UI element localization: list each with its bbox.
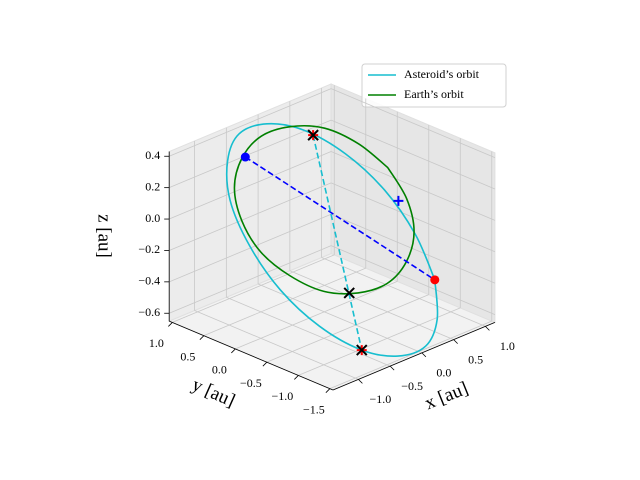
y-tick-label: −0.5 bbox=[240, 376, 262, 390]
z-tick-label: −0.6 bbox=[138, 305, 160, 319]
grid-line bbox=[169, 245, 332, 314]
z-tick-label: −0.2 bbox=[138, 242, 160, 256]
x-tick-label: 0.0 bbox=[436, 366, 451, 380]
y-tick bbox=[325, 388, 331, 393]
marker-cross bbox=[343, 287, 355, 299]
legend-box bbox=[361, 63, 507, 108]
marker-dot bbox=[430, 275, 440, 285]
x-tick-label: −0.5 bbox=[401, 379, 423, 393]
grid-line bbox=[330, 245, 496, 315]
grid-line bbox=[203, 267, 366, 337]
legend-label: Earth’s orbit bbox=[404, 87, 464, 101]
z-tick-label: 0.2 bbox=[145, 179, 160, 193]
grid-line bbox=[321, 257, 486, 327]
x-tick-label: 1.0 bbox=[500, 339, 515, 353]
z-tick-label: 0.0 bbox=[145, 211, 160, 225]
x-axis-label: x [au] bbox=[422, 378, 471, 414]
grid-line bbox=[330, 88, 496, 158]
x-tick-label: −1.0 bbox=[370, 392, 392, 406]
orbit-line bbox=[225, 122, 439, 358]
grid-line bbox=[235, 280, 398, 350]
grid-line bbox=[169, 119, 332, 189]
x-tick bbox=[421, 352, 427, 358]
marker-cross bbox=[307, 129, 319, 141]
grid-line bbox=[226, 296, 391, 367]
y-tick bbox=[294, 375, 299, 380]
y-tick-label: −1.0 bbox=[271, 389, 293, 403]
z-tick-label: −0.4 bbox=[138, 274, 160, 288]
grid-line bbox=[298, 307, 461, 376]
x-tick bbox=[453, 339, 458, 344]
x-axis-line bbox=[332, 322, 496, 391]
marker-cross bbox=[356, 344, 368, 356]
x-tick bbox=[358, 379, 363, 384]
x-tick bbox=[389, 365, 395, 371]
y-axis-label: y [au] bbox=[189, 374, 239, 411]
y-tick-label: 0.0 bbox=[212, 363, 227, 377]
y-tick bbox=[262, 361, 268, 367]
y-tick-label: −1.5 bbox=[303, 402, 325, 416]
marker-dot bbox=[240, 152, 250, 162]
z-axis-label: z [au] bbox=[94, 214, 115, 258]
y-tick bbox=[199, 335, 205, 340]
grid-line bbox=[169, 182, 332, 251]
grid-line bbox=[330, 151, 496, 221]
grid-line bbox=[172, 254, 335, 323]
y-tick bbox=[231, 348, 236, 354]
x-tick-label: 0.5 bbox=[468, 352, 483, 366]
dashed-line bbox=[312, 134, 363, 351]
marker-plus bbox=[393, 195, 404, 206]
orbit-line bbox=[233, 124, 415, 295]
grid-line bbox=[330, 213, 496, 284]
x-tick bbox=[485, 326, 490, 331]
grid-line bbox=[289, 270, 454, 341]
dashed-line bbox=[244, 156, 436, 281]
grid-line bbox=[266, 294, 429, 363]
legend-label: Asteroid’s orbit bbox=[404, 67, 480, 81]
grid-line bbox=[169, 88, 332, 157]
grid-line bbox=[194, 310, 359, 380]
y-tick bbox=[168, 322, 173, 327]
y-tick-label: 1.0 bbox=[149, 336, 164, 350]
y-axis-line bbox=[169, 320, 334, 391]
z-tick-label: 0.4 bbox=[145, 148, 160, 162]
grid-line bbox=[330, 119, 496, 190]
y-tick-label: 0.5 bbox=[180, 349, 195, 363]
grid-line bbox=[169, 151, 332, 220]
